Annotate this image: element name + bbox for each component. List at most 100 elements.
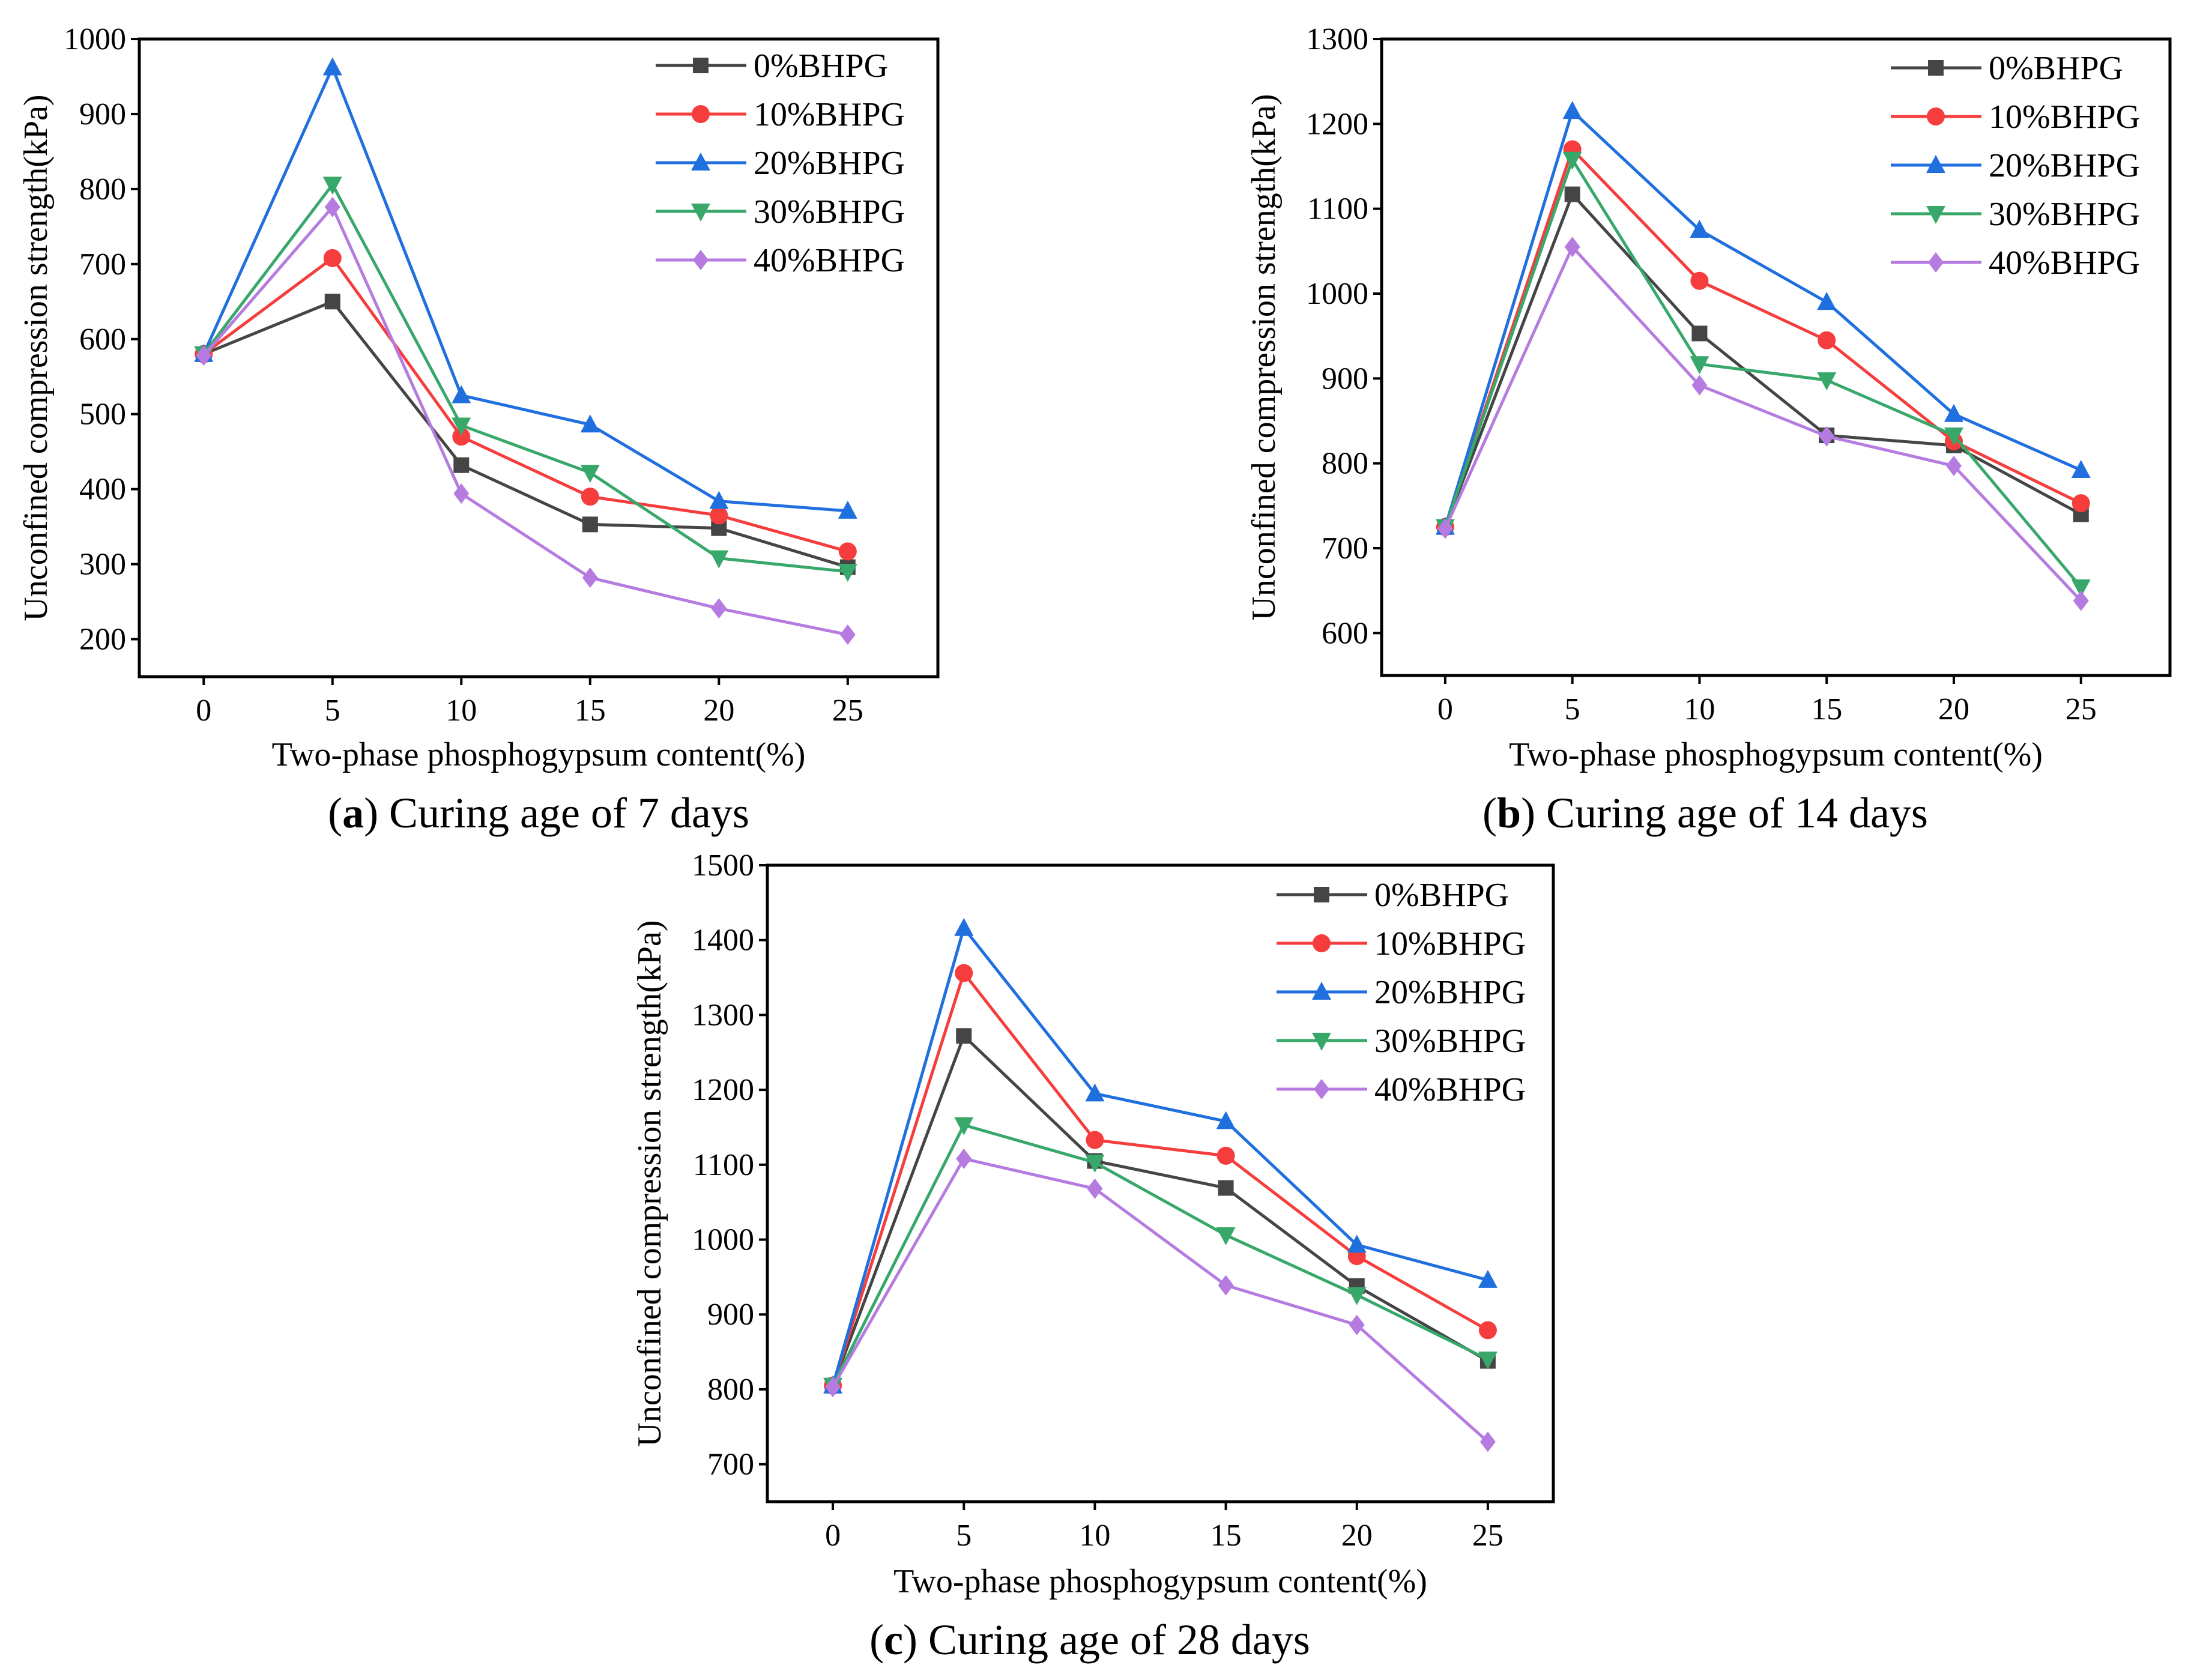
legend-marker	[693, 58, 709, 73]
data-point	[1690, 220, 1709, 238]
y-tick-label: 800	[79, 172, 126, 207]
legend-marker	[1312, 982, 1331, 1000]
series-40%BHPG	[825, 1148, 1496, 1452]
legend-item: 20%BHPG	[1277, 974, 1526, 1011]
legend-label: 30%BHPG	[754, 193, 905, 231]
caption-text: ) Curing age of 28 days	[903, 1616, 1310, 1664]
data-point	[1085, 1083, 1105, 1102]
legend-marker	[1928, 252, 1944, 273]
x-tick-label: 25	[832, 693, 863, 728]
series-line	[831, 1157, 1489, 1443]
x-tick-label: 15	[1210, 1518, 1242, 1553]
series-0%BHPG	[196, 294, 856, 575]
y-tick-label: 1300	[692, 998, 754, 1032]
y-tick-label: 900	[707, 1298, 754, 1332]
legend-item: 20%BHPG	[1891, 147, 2140, 184]
x-axis-title: Two-phase phosphogypsum content(%)	[1509, 736, 2043, 773]
data-point	[324, 196, 340, 217]
data-point	[1564, 186, 1580, 202]
y-tick-label: 700	[707, 1448, 754, 1482]
x-tick-label: 25	[1472, 1518, 1503, 1553]
y-tick-label: 1100	[1307, 192, 1368, 226]
caption-paren-open: (	[1482, 789, 1497, 837]
chart-caption: (c) Curing age of 28 days	[869, 1616, 1310, 1664]
data-point	[956, 1148, 972, 1169]
y-axis-title: Unconfined compression strength(kPa)	[17, 94, 55, 621]
y-tick-label: 200	[79, 623, 126, 657]
legend-item: 0%BHPG	[1277, 877, 1509, 914]
data-point	[2073, 590, 2089, 611]
legend-label: 40%BHPG	[1374, 1071, 1526, 1108]
data-point	[1347, 1287, 1367, 1305]
series-line	[202, 65, 848, 513]
x-tick-label: 15	[1811, 692, 1842, 727]
series-30%BHPG	[1435, 151, 2091, 598]
legend-marker	[1314, 887, 1329, 902]
legend-marker	[692, 105, 710, 123]
x-tick-label: 20	[1938, 692, 1969, 727]
data-point	[954, 917, 974, 936]
legend-label: 40%BHPG	[754, 242, 905, 279]
caption-text: ) Curing age of 7 days	[364, 789, 749, 837]
series-20%BHPG	[823, 917, 1497, 1394]
legend-item: 10%BHPG	[1891, 98, 2140, 136]
data-point	[322, 57, 342, 76]
series-line	[1443, 109, 2082, 528]
caption-letter: a	[342, 789, 364, 837]
series-line	[1443, 158, 2082, 588]
legend-label: 10%BHPG	[754, 96, 905, 133]
data-point	[1562, 101, 1582, 119]
series-10%BHPG	[195, 249, 857, 561]
legend-marker	[1926, 155, 1945, 173]
data-point	[1216, 1146, 1235, 1165]
data-point	[956, 1028, 972, 1044]
data-point	[324, 294, 340, 310]
legend-label: 20%BHPG	[754, 145, 905, 182]
x-tick-label: 0	[1437, 692, 1453, 727]
data-point	[1349, 1314, 1365, 1335]
data-point	[582, 516, 598, 533]
data-point	[825, 1377, 841, 1398]
data-point	[323, 249, 342, 267]
legend-label: 10%BHPG	[1374, 925, 1526, 962]
y-tick-label: 1400	[692, 923, 754, 958]
data-point	[1819, 426, 1835, 447]
data-point	[709, 491, 729, 509]
data-point	[1087, 1178, 1103, 1199]
data-point	[1216, 1111, 1236, 1129]
series-line	[831, 1123, 1489, 1386]
x-tick-label: 10	[1684, 692, 1715, 727]
legend-marker	[691, 153, 710, 171]
data-point	[196, 345, 212, 366]
data-point	[1945, 455, 1962, 476]
series-line	[1443, 245, 2082, 602]
legend-item: 10%BHPG	[656, 96, 905, 133]
caption-letter: c	[884, 1616, 903, 1664]
series-line	[202, 256, 848, 553]
data-point	[452, 428, 471, 446]
data-point	[1564, 237, 1580, 258]
legend-marker	[1314, 1079, 1329, 1099]
series-line	[831, 926, 1488, 1386]
series-40%BHPG	[1437, 237, 2089, 611]
y-tick-label: 1200	[1306, 107, 1368, 141]
legend-item: 40%BHPG	[656, 242, 905, 279]
data-point	[1347, 1234, 1367, 1253]
data-point	[1218, 1180, 1234, 1196]
data-point	[2071, 579, 2091, 598]
legend-label: 20%BHPG	[1989, 147, 2140, 184]
legend-marker	[693, 250, 709, 270]
data-point	[1817, 292, 1837, 310]
data-point	[1085, 1155, 1105, 1173]
legend-marker	[691, 204, 710, 222]
x-tick-label: 15	[575, 693, 606, 728]
legend-item: 20%BHPG	[656, 145, 905, 182]
chart-panel-a: 200 300 400 500 600 700 800 900 1000 0 5 10 15 20 25 Tw…	[17, 22, 940, 837]
legend-item: 30%BHPG	[1891, 196, 2140, 233]
y-axis-title: Unconfined compression strength(kPa)	[1245, 94, 1283, 620]
series-30%BHPG	[194, 177, 857, 582]
y-tick-label: 300	[79, 548, 126, 582]
series-line	[831, 971, 1489, 1386]
y-tick-label: 800	[707, 1373, 754, 1407]
legend-label: 30%BHPG	[1989, 196, 2140, 233]
